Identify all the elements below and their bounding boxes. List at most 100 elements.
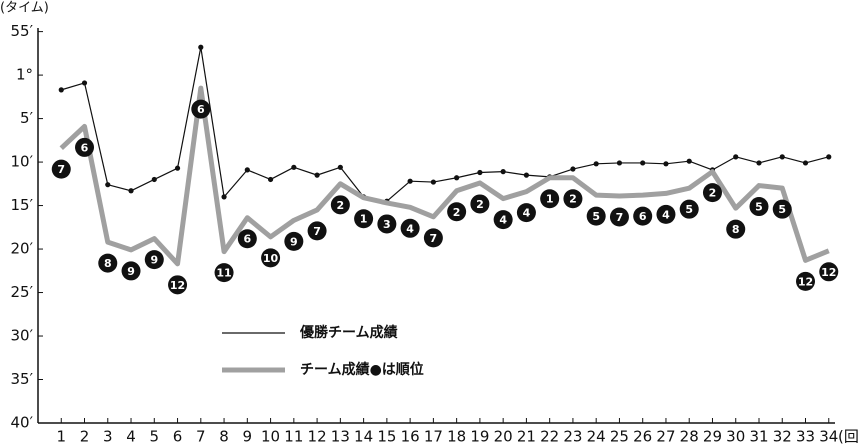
point	[337, 164, 343, 170]
legend-label: チーム成績●は順位	[300, 361, 424, 378]
rank-badge	[98, 253, 118, 273]
rank-badge	[51, 159, 71, 179]
x-tick-label: 31	[749, 428, 768, 446]
y-tick-label: 25′	[11, 283, 34, 301]
rank-badge	[470, 194, 490, 214]
rank-badge	[796, 271, 816, 291]
rank-label: 8	[104, 257, 112, 270]
x-tick-label: 12	[308, 428, 327, 446]
rank-badge	[563, 189, 583, 209]
point	[267, 176, 274, 183]
y-tick-label: 1°	[16, 66, 33, 84]
rank-label: 7	[313, 225, 321, 238]
rank-label: 1	[546, 193, 554, 206]
x-tick-label: 2	[80, 428, 90, 446]
point	[756, 160, 762, 166]
rank-badge	[214, 263, 234, 283]
point	[151, 176, 157, 183]
rank-label: 12	[170, 279, 185, 292]
rank-label: 6	[639, 210, 647, 223]
point	[430, 179, 436, 185]
point	[174, 165, 181, 171]
x-tick-label: 3	[103, 428, 113, 446]
rank-badge	[772, 199, 792, 219]
rank-badge	[284, 231, 304, 251]
point	[291, 164, 297, 170]
rank-label: 2	[476, 198, 484, 211]
x-tick-label: 19	[470, 428, 489, 446]
point	[407, 178, 413, 184]
rank-badge	[261, 248, 281, 268]
rank-label: 4	[406, 222, 414, 235]
point	[570, 166, 576, 172]
rank-label: 2	[337, 199, 345, 212]
point	[58, 87, 64, 93]
point	[314, 172, 320, 178]
x-tick-label: 1	[56, 428, 66, 446]
x-tick-label: 28	[680, 428, 699, 446]
rank-label: 2	[709, 187, 717, 200]
legend-label: 優勝チーム成績	[299, 324, 398, 341]
rank-badge	[540, 189, 560, 209]
rank-badge	[168, 275, 188, 295]
rank-label: 9	[150, 254, 158, 267]
x-tick-label: 14	[354, 428, 373, 446]
rank-label: 2	[453, 206, 461, 219]
rank-badge	[586, 206, 606, 226]
x-tick-label: 30	[726, 428, 745, 446]
x-tick-label: 20	[494, 428, 513, 446]
rank-badge	[749, 197, 769, 217]
x-tick-label: 8	[219, 428, 229, 446]
y-tick-label: 10′	[11, 153, 34, 171]
x-tick-label: 10	[261, 428, 280, 446]
rank-badge	[121, 261, 141, 281]
rank-label: 5	[592, 210, 600, 223]
rank-label: 2	[569, 193, 577, 206]
point	[128, 188, 134, 194]
rank-badge	[354, 209, 374, 229]
rank-badge	[330, 195, 350, 215]
x-tick-label: 21	[517, 428, 536, 446]
point	[686, 158, 692, 164]
y-tick-label: 40′	[11, 414, 34, 432]
x-tick-label: 4	[126, 428, 136, 446]
rank-label: 1	[360, 213, 368, 226]
rank-label: 4	[662, 208, 670, 221]
x-tick-label: 17	[424, 428, 443, 446]
x-tick-label: 16	[401, 428, 420, 446]
rank-badge	[702, 183, 722, 203]
rank-label: 7	[430, 232, 438, 245]
rank-label: 9	[290, 235, 298, 248]
point	[640, 160, 646, 166]
point	[826, 154, 832, 160]
x-tick-label: 24	[587, 428, 606, 446]
rank-badge	[75, 137, 95, 157]
rank-label: 4	[523, 207, 531, 220]
rank-badge	[819, 262, 839, 282]
rank-badge	[726, 219, 746, 239]
x-tick-label: 29	[703, 428, 722, 446]
rank-label: 8	[732, 223, 740, 236]
y-tick-label: 20′	[11, 240, 34, 258]
rank-badge	[516, 203, 536, 223]
rank-badge	[633, 206, 653, 226]
x-tick-label: 6	[173, 428, 183, 446]
x-tick-label: 9	[243, 428, 253, 446]
y-tick-label: 15′	[11, 196, 34, 214]
point	[733, 154, 739, 160]
point	[802, 160, 809, 166]
rank-label: 9	[127, 265, 135, 278]
rank-label: 5	[685, 203, 693, 216]
rank-badge	[307, 221, 327, 241]
x-tick-label: 15	[377, 428, 396, 446]
y-tick-label: 35′	[11, 370, 34, 388]
x-axis-label: (回)	[838, 428, 860, 446]
rank-badge	[656, 204, 676, 224]
point	[663, 161, 669, 167]
rank-badge	[237, 229, 257, 249]
point	[105, 182, 111, 188]
point	[221, 194, 227, 200]
rank-badge	[191, 99, 211, 119]
point	[523, 172, 530, 178]
x-tick-label: 18	[447, 428, 466, 446]
